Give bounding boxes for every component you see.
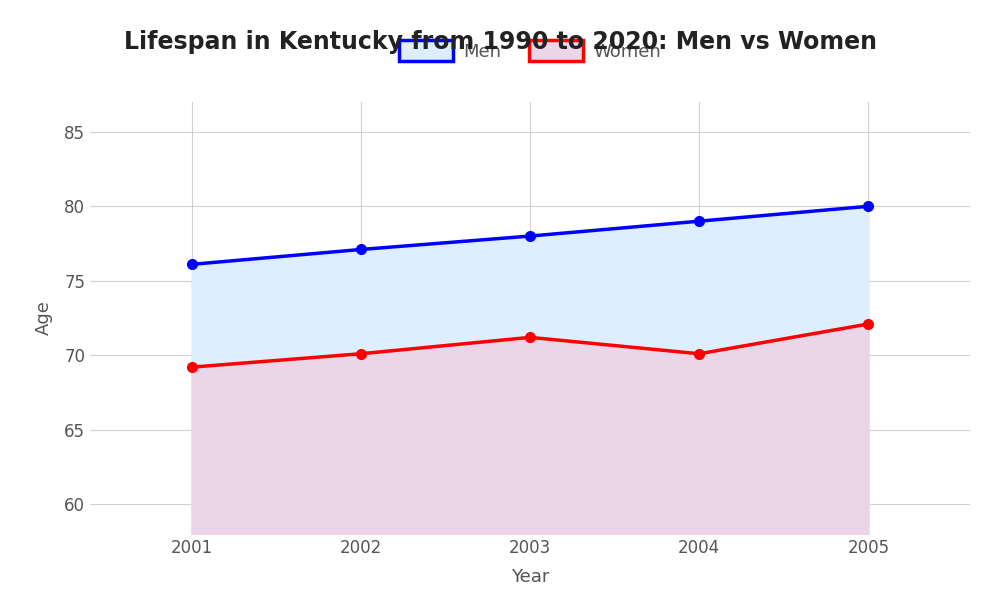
Y-axis label: Age: Age (35, 301, 53, 335)
X-axis label: Year: Year (511, 568, 549, 586)
Legend: Men, Women: Men, Women (391, 33, 669, 68)
Text: Lifespan in Kentucky from 1990 to 2020: Men vs Women: Lifespan in Kentucky from 1990 to 2020: … (124, 30, 876, 54)
